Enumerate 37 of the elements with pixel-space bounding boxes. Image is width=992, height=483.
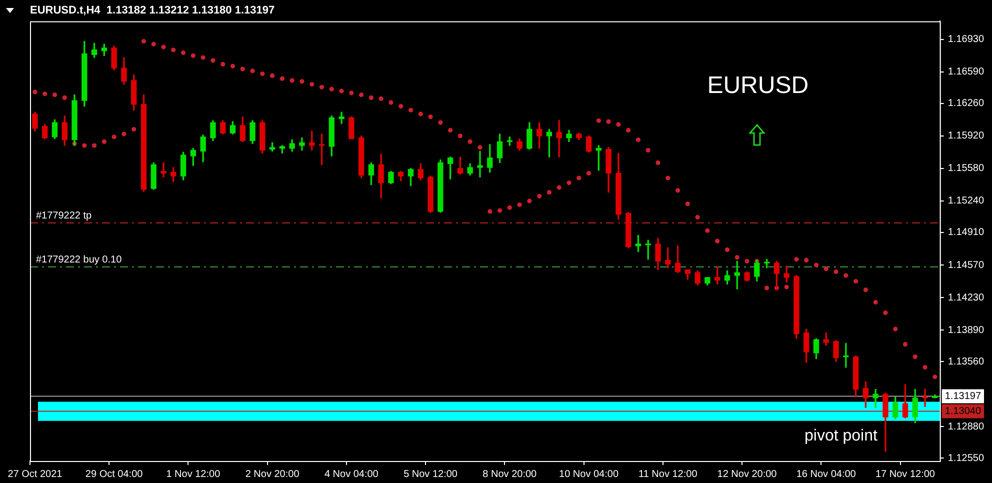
x-tick-label: 4 Nov 04:00 (324, 468, 379, 480)
y-tick-label: 1.12550 (948, 452, 984, 464)
ref-line-label: 1.13040 (944, 406, 982, 418)
y-tick-label: 1.14570 (948, 260, 984, 271)
annotation: EURUSD (707, 72, 809, 99)
candlestick (477, 150, 483, 178)
x-tick-label: 2 Nov 20:00 (245, 468, 300, 480)
ref-line-label: #1779222 tp (36, 210, 92, 222)
y-tick-label: 1.13560 (948, 356, 984, 368)
x-tick-label: 1 Nov 12:00 (166, 468, 221, 480)
ref-line-label: #1779222 buy 0.10 (36, 254, 122, 266)
candlestick (338, 112, 344, 124)
candlestick (872, 388, 878, 408)
candlestick (160, 162, 166, 178)
x-tick-label: 12 Nov 20:00 (717, 468, 778, 480)
chart-title: EURUSD.t,H4 1.13182 1.13212 1.13180 1.13197 (30, 4, 275, 17)
y-tick-label: 1.16590 (948, 66, 984, 78)
x-tick-label: 8 Nov 20:00 (482, 468, 538, 480)
band-label: pivot point (804, 427, 878, 444)
x-tick-label: 27 Oct 2021 (8, 468, 63, 480)
y-tick-label: 1.16260 (948, 98, 984, 110)
candlestick (922, 388, 928, 407)
y-tick-label: 1.12880 (948, 421, 984, 432)
y-tick-label: 1.14230 (948, 292, 984, 304)
x-tick-label: 16 Nov 04:00 (796, 468, 856, 480)
x-tick-label: 29 Oct 04:00 (85, 468, 144, 480)
y-tick-label: 1.15240 (948, 196, 984, 207)
x-tick-label: 5 Nov 12:00 (404, 468, 458, 480)
x-tick-label: 10 Nov 04:00 (559, 468, 619, 480)
y-tick-label: 1.15580 (948, 163, 984, 174)
y-tick-label: 1.13890 (948, 324, 984, 336)
x-tick-label: 17 Nov 12:00 (875, 468, 936, 480)
y-tick-label: 1.14910 (948, 227, 984, 238)
y-tick-label: 1.15920 (948, 130, 984, 142)
y-tick-label: 1.16930 (948, 34, 984, 46)
ref-line-label: 1.13197 (944, 391, 982, 402)
x-tick-label: 11 Nov 12:00 (638, 468, 698, 480)
